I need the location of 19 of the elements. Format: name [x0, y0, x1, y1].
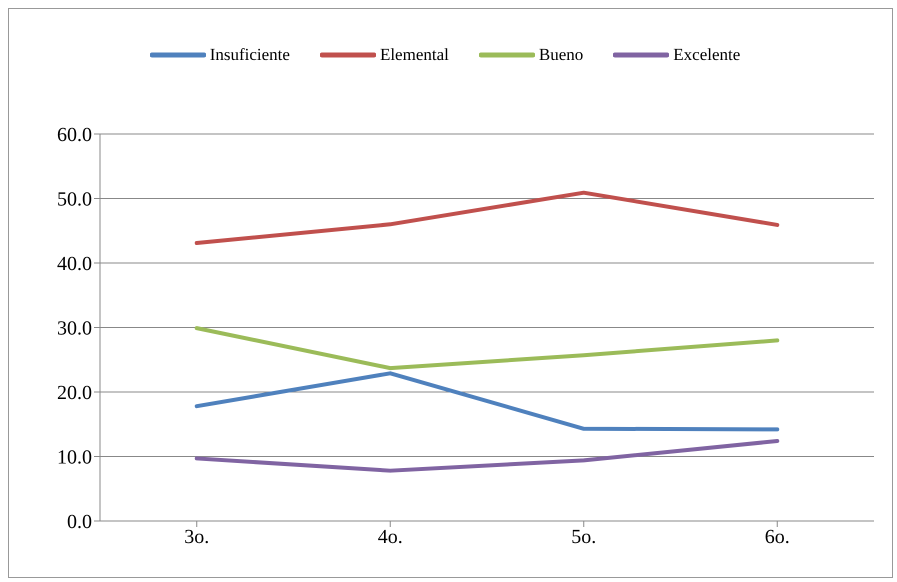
y-tick-label: 0.0: [67, 511, 92, 534]
x-tick-label: 3o.: [184, 526, 210, 548]
legend-label: Insuficiente: [210, 45, 290, 65]
y-tick-label: 10.0: [57, 446, 92, 469]
line-series: [194, 190, 780, 246]
y-tick-label: 20.0: [57, 382, 92, 404]
line-series: [194, 439, 780, 473]
x-tick-label: 6o.: [764, 526, 790, 548]
x-tick-label: 5o.: [571, 526, 596, 548]
y-tick-label: 30.0: [57, 318, 92, 340]
legend-label: Excelente: [673, 45, 740, 65]
x-tick-label: 4o.: [378, 526, 403, 548]
line-series: [194, 326, 780, 370]
y-tick-label: 60.0: [57, 124, 92, 146]
legend-label: Elemental: [380, 45, 449, 65]
line-series: [194, 371, 780, 432]
y-tick-label: 40.0: [57, 253, 92, 276]
y-tick-label: 50.0: [57, 188, 92, 211]
legend-label: Bueno: [538, 45, 584, 65]
